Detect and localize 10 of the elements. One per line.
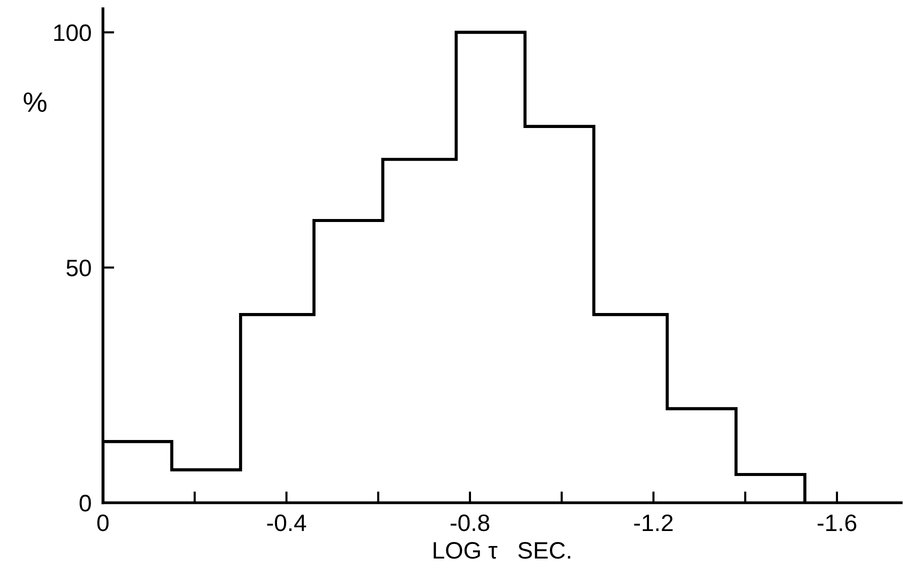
x-tick-label: -1.6: [818, 514, 856, 532]
x-tick-label: -0.8: [450, 514, 490, 532]
x-tick-label: -0.4: [267, 514, 306, 532]
y-axis-title: %: [24, 92, 46, 112]
y-tick-label: 100: [54, 24, 91, 42]
x-tick-label: -1.2: [634, 514, 673, 531]
x-tick-label: 0: [97, 514, 109, 532]
y-tick-label: 50: [66, 260, 91, 276]
x-axis-title: LOG τ SEC.: [434, 542, 570, 559]
y-tick-label: 0: [80, 494, 91, 512]
